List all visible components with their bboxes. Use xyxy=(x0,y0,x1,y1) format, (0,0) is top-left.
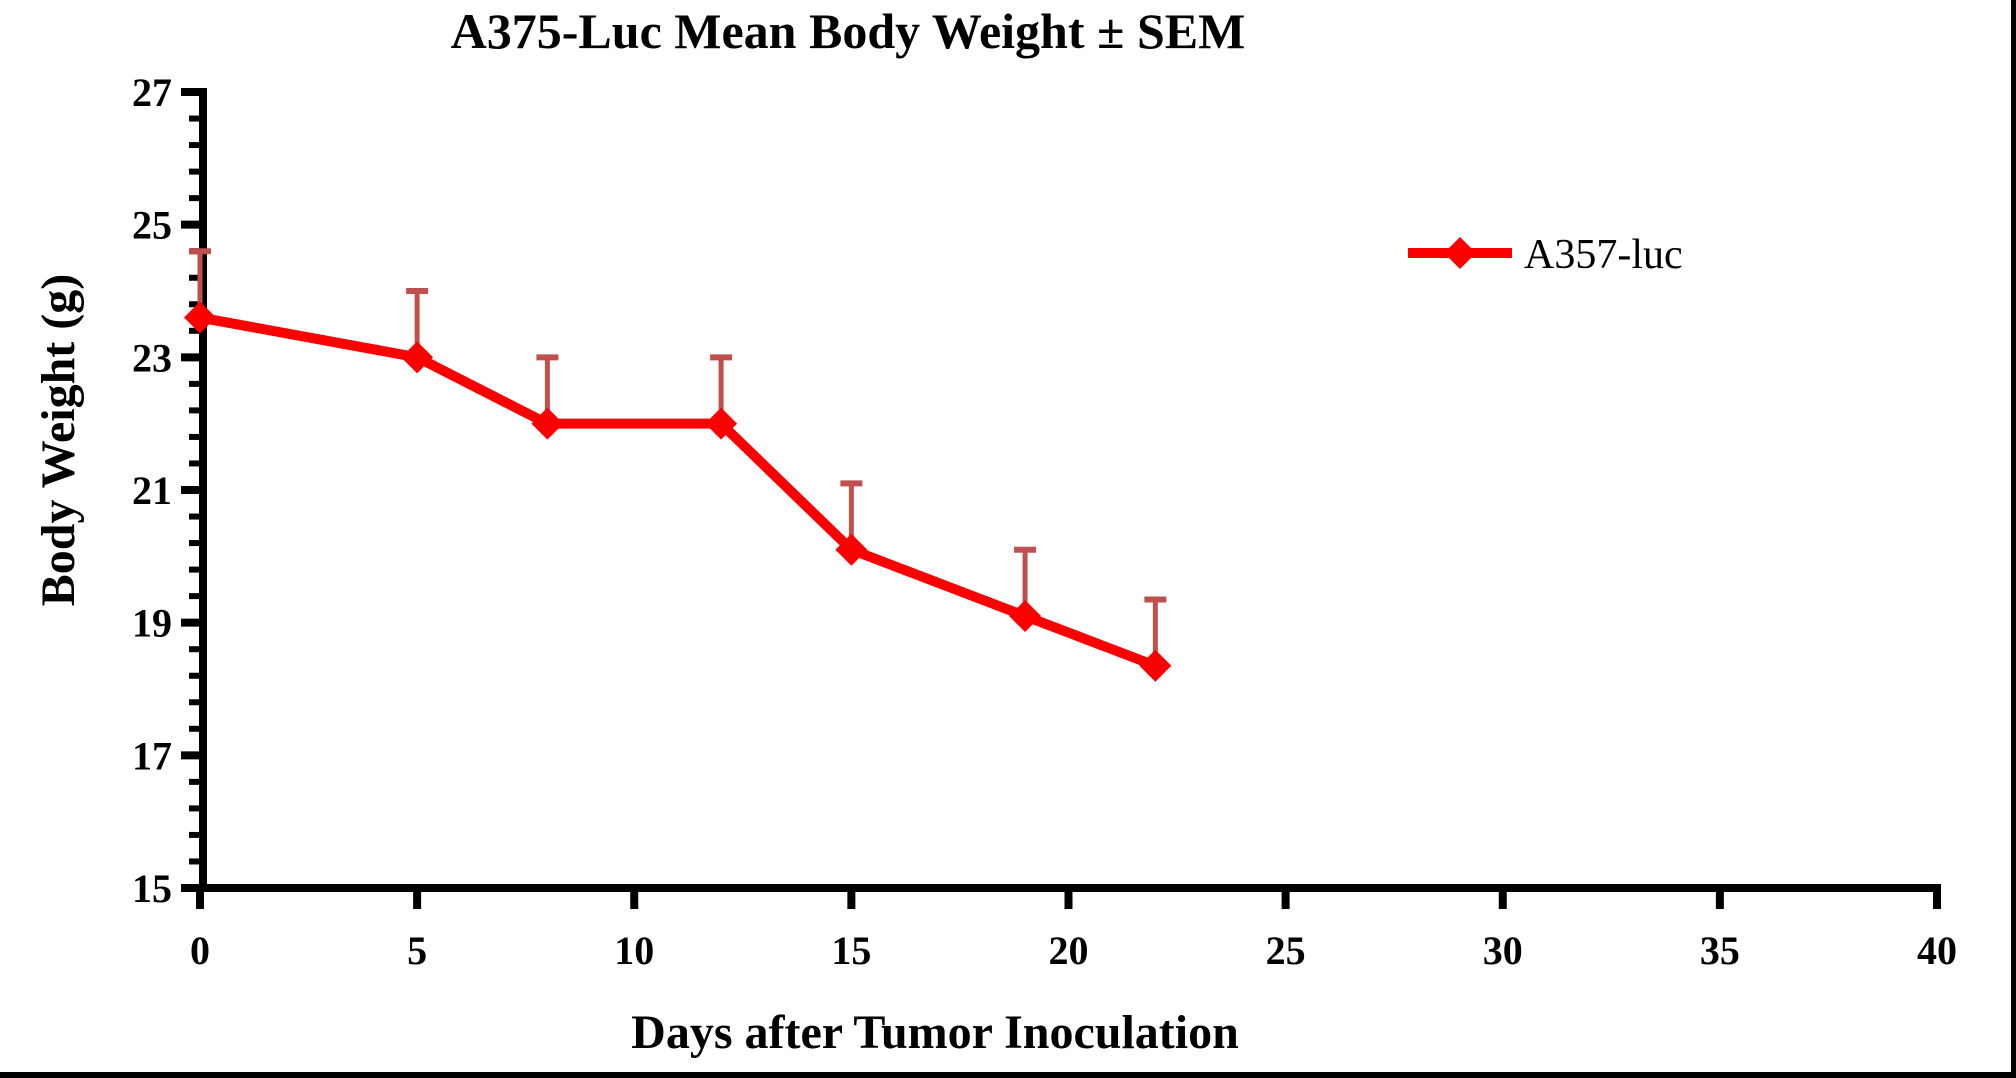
legend: A357-luc xyxy=(1408,232,1683,278)
x-axis-title: Days after Tumor Inoculation xyxy=(631,1006,1239,1059)
x-axis: 0 5 10 15 20 25 30 35 40 xyxy=(183,884,1957,973)
y-tick-label: 23 xyxy=(132,335,172,380)
data-point-marker xyxy=(835,533,868,566)
x-tick-label: 30 xyxy=(1483,928,1523,973)
x-tick-label: 15 xyxy=(831,928,871,973)
y-tick-label: 19 xyxy=(132,601,172,646)
data-point-marker xyxy=(184,301,216,334)
chart-title: A375-Luc Mean Body Weight ± SEM xyxy=(451,3,1246,59)
y-axis-title: Body Weight (g) xyxy=(32,274,85,606)
y-tick-label: 27 xyxy=(132,70,172,115)
y-tick-label: 25 xyxy=(132,203,172,248)
x-tick-label: 5 xyxy=(407,928,427,973)
data-point-marker xyxy=(705,407,738,440)
x-tick-label: 20 xyxy=(1049,928,1089,973)
x-tick-label: 25 xyxy=(1266,928,1306,973)
x-tick-label: 10 xyxy=(614,928,654,973)
x-tick-label: 35 xyxy=(1700,928,1740,973)
data-point-marker xyxy=(1139,649,1172,682)
series-a357-luc xyxy=(184,248,1172,682)
x-tick-label: 0 xyxy=(190,928,210,973)
legend-label: A357-luc xyxy=(1524,232,1683,278)
y-axis: 15 17 19 21 23 25 27 xyxy=(132,70,207,911)
data-point-marker xyxy=(401,341,434,374)
y-tick-label: 15 xyxy=(132,866,172,911)
data-point-marker xyxy=(531,407,564,440)
data-point-marker xyxy=(1009,600,1042,633)
x-tick-label: 40 xyxy=(1917,928,1957,973)
y-tick-label: 21 xyxy=(132,468,172,513)
y-tick-label: 17 xyxy=(132,733,172,778)
legend-diamond-marker xyxy=(1444,237,1476,269)
